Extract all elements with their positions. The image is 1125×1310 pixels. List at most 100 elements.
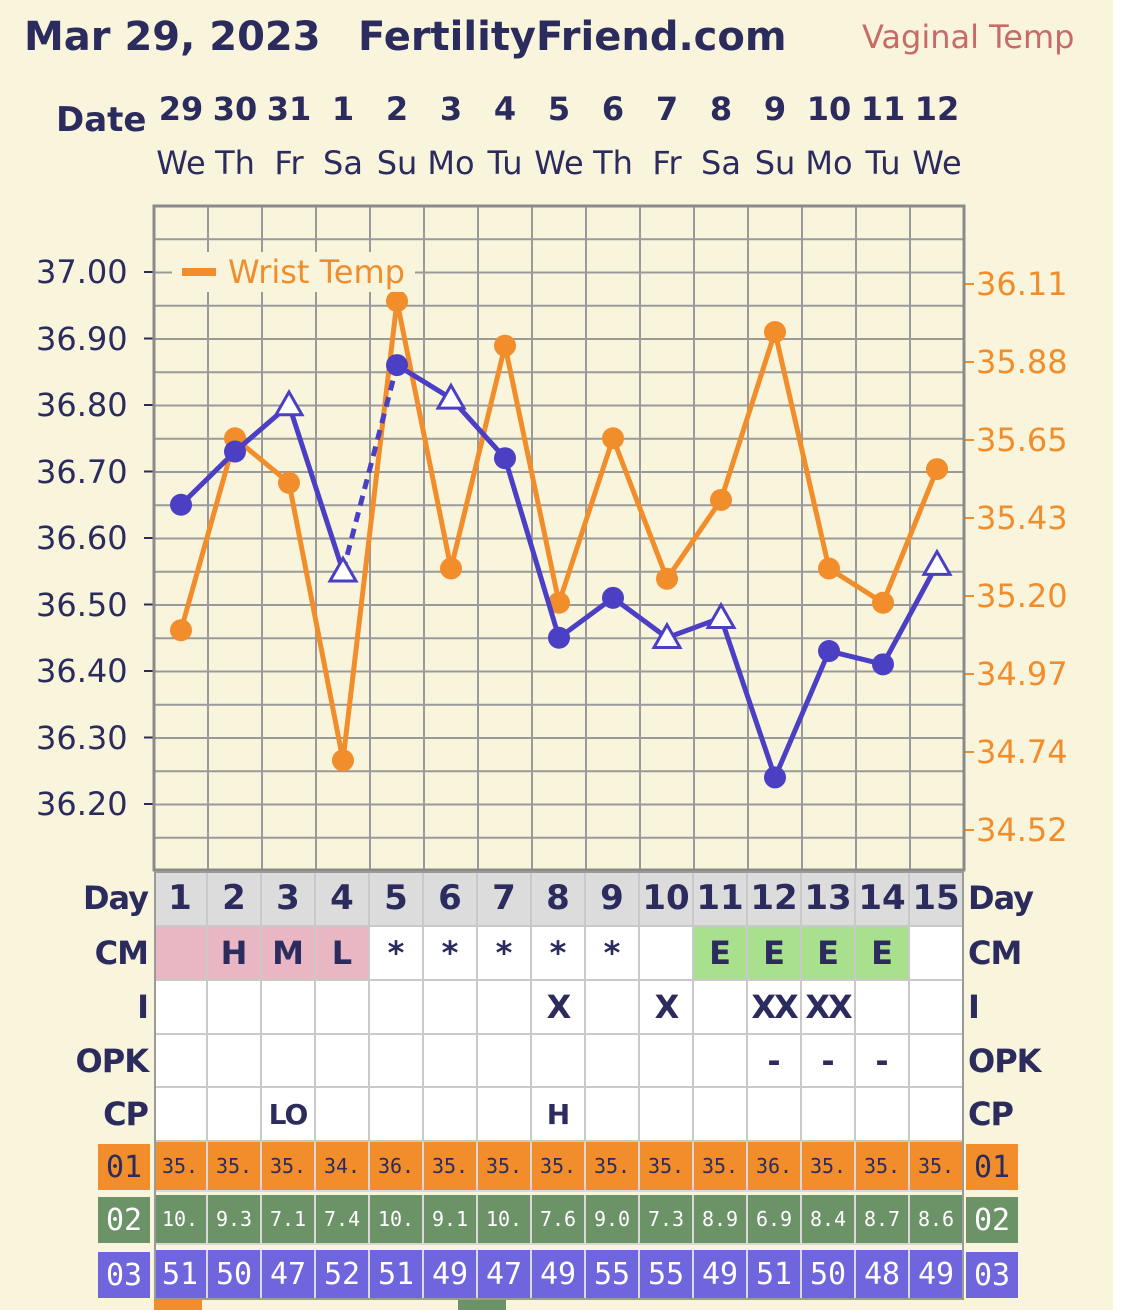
cp-cell[interactable] xyxy=(640,1088,694,1142)
cm-cell[interactable]: * xyxy=(532,927,586,981)
cp-cell[interactable]: LO xyxy=(262,1088,316,1142)
intercourse-cell[interactable]: XX xyxy=(802,981,856,1035)
obs2-cell[interactable]: 7.6 xyxy=(532,1195,586,1245)
obs3-cell[interactable]: 49 xyxy=(694,1250,748,1300)
cm-cell[interactable]: * xyxy=(478,927,532,981)
obs2-cell[interactable]: 8.4 xyxy=(802,1195,856,1245)
day-cell[interactable]: 10 xyxy=(640,871,694,927)
cm-cell[interactable] xyxy=(154,927,208,981)
obs2-cell[interactable]: 10. xyxy=(478,1195,532,1245)
day-cell[interactable]: 14 xyxy=(856,871,910,927)
cp-cell[interactable] xyxy=(910,1088,964,1142)
day-cell[interactable]: 1 xyxy=(154,871,208,927)
cp-cell[interactable] xyxy=(586,1088,640,1142)
opk-cell[interactable] xyxy=(262,1035,316,1088)
cp-cell[interactable]: H xyxy=(532,1088,586,1142)
obs3-cell[interactable]: 55 xyxy=(586,1250,640,1300)
opk-cell[interactable] xyxy=(640,1035,694,1088)
obs2-cell[interactable]: 7.4 xyxy=(316,1195,370,1245)
obs1-cell[interactable]: 35. xyxy=(586,1142,640,1192)
obs3-cell[interactable]: 49 xyxy=(532,1250,586,1300)
day-cell[interactable]: 11 xyxy=(694,871,748,927)
obs3-cell[interactable]: 50 xyxy=(802,1250,856,1300)
obs3-cell[interactable]: 55 xyxy=(640,1250,694,1300)
day-cell[interactable]: 2 xyxy=(208,871,262,927)
obs2-cell[interactable]: 8.9 xyxy=(694,1195,748,1245)
obs3-cell[interactable]: 52 xyxy=(316,1250,370,1300)
obs1-cell[interactable]: 35. xyxy=(694,1142,748,1192)
obs2-cell[interactable]: 6.9 xyxy=(748,1195,802,1245)
cm-cell[interactable]: L xyxy=(316,927,370,981)
opk-cell[interactable] xyxy=(586,1035,640,1088)
obs3-cell[interactable]: 47 xyxy=(262,1250,316,1300)
day-cell[interactable]: 6 xyxy=(424,871,478,927)
obs1-cell[interactable]: 34. xyxy=(316,1142,370,1192)
obs3-cell[interactable]: 49 xyxy=(424,1250,478,1300)
obs1-cell[interactable]: 35. xyxy=(802,1142,856,1192)
opk-cell[interactable] xyxy=(154,1035,208,1088)
cp-cell[interactable] xyxy=(856,1088,910,1142)
intercourse-cell[interactable] xyxy=(856,981,910,1035)
obs1-cell[interactable]: 35. xyxy=(424,1142,478,1192)
obs1-cell[interactable]: 36. xyxy=(370,1142,424,1192)
obs1-cell[interactable]: 35. xyxy=(478,1142,532,1192)
obs1-cell[interactable]: 35. xyxy=(154,1142,208,1192)
opk-cell[interactable] xyxy=(208,1035,262,1088)
obs2-cell[interactable]: 10. xyxy=(370,1195,424,1245)
obs1-cell[interactable]: 35. xyxy=(262,1142,316,1192)
cm-cell[interactable]: E xyxy=(748,927,802,981)
cp-cell[interactable] xyxy=(424,1088,478,1142)
obs3-cell[interactable]: 51 xyxy=(370,1250,424,1300)
opk-cell[interactable] xyxy=(478,1035,532,1088)
obs1-cell[interactable]: 36. xyxy=(748,1142,802,1192)
obs3-cell[interactable]: 47 xyxy=(478,1250,532,1300)
cm-cell[interactable]: M xyxy=(262,927,316,981)
day-cell[interactable]: 15 xyxy=(910,871,964,927)
obs1-cell[interactable]: 35. xyxy=(532,1142,586,1192)
cp-cell[interactable] xyxy=(748,1088,802,1142)
intercourse-cell[interactable]: XX xyxy=(748,981,802,1035)
intercourse-cell[interactable] xyxy=(154,981,208,1035)
obs2-cell[interactable]: 8.7 xyxy=(856,1195,910,1245)
opk-cell[interactable] xyxy=(910,1035,964,1088)
day-cell[interactable]: 12 xyxy=(748,871,802,927)
obs1-cell[interactable]: 35. xyxy=(910,1142,964,1192)
obs1-cell[interactable]: 35. xyxy=(856,1142,910,1192)
day-cell[interactable]: 4 xyxy=(316,871,370,927)
opk-cell[interactable] xyxy=(424,1035,478,1088)
intercourse-cell[interactable]: X xyxy=(532,981,586,1035)
cp-cell[interactable] xyxy=(370,1088,424,1142)
opk-cell[interactable] xyxy=(316,1035,370,1088)
intercourse-cell[interactable]: X xyxy=(640,981,694,1035)
day-cell[interactable]: 8 xyxy=(532,871,586,927)
obs2-cell[interactable]: 8.6 xyxy=(910,1195,964,1245)
obs2-cell[interactable]: 10. xyxy=(154,1195,208,1245)
cm-cell[interactable]: H xyxy=(208,927,262,981)
day-cell[interactable]: 13 xyxy=(802,871,856,927)
cp-cell[interactable] xyxy=(802,1088,856,1142)
intercourse-cell[interactable] xyxy=(478,981,532,1035)
cm-cell[interactable]: E xyxy=(802,927,856,981)
cm-cell[interactable] xyxy=(910,927,964,981)
opk-cell[interactable]: - xyxy=(802,1035,856,1088)
opk-cell[interactable] xyxy=(532,1035,586,1088)
cp-cell[interactable] xyxy=(316,1088,370,1142)
cm-cell[interactable]: E xyxy=(856,927,910,981)
obs1-cell[interactable]: 35. xyxy=(640,1142,694,1192)
intercourse-cell[interactable] xyxy=(370,981,424,1035)
intercourse-cell[interactable] xyxy=(316,981,370,1035)
intercourse-cell[interactable] xyxy=(208,981,262,1035)
site-name[interactable]: FertilityFriend.com xyxy=(358,14,787,60)
temp-mode-label[interactable]: Vaginal Temp xyxy=(862,18,1075,56)
obs2-cell[interactable]: 9.3 xyxy=(208,1195,262,1245)
obs2-cell[interactable]: 9.0 xyxy=(586,1195,640,1245)
obs1-cell[interactable]: 35. xyxy=(208,1142,262,1192)
obs3-cell[interactable]: 49 xyxy=(910,1250,964,1300)
cp-cell[interactable] xyxy=(208,1088,262,1142)
intercourse-cell[interactable] xyxy=(262,981,316,1035)
day-cell[interactable]: 9 xyxy=(586,871,640,927)
obs2-cell[interactable]: 9.1 xyxy=(424,1195,478,1245)
day-cell[interactable]: 5 xyxy=(370,871,424,927)
cm-cell[interactable]: * xyxy=(586,927,640,981)
cp-cell[interactable] xyxy=(154,1088,208,1142)
